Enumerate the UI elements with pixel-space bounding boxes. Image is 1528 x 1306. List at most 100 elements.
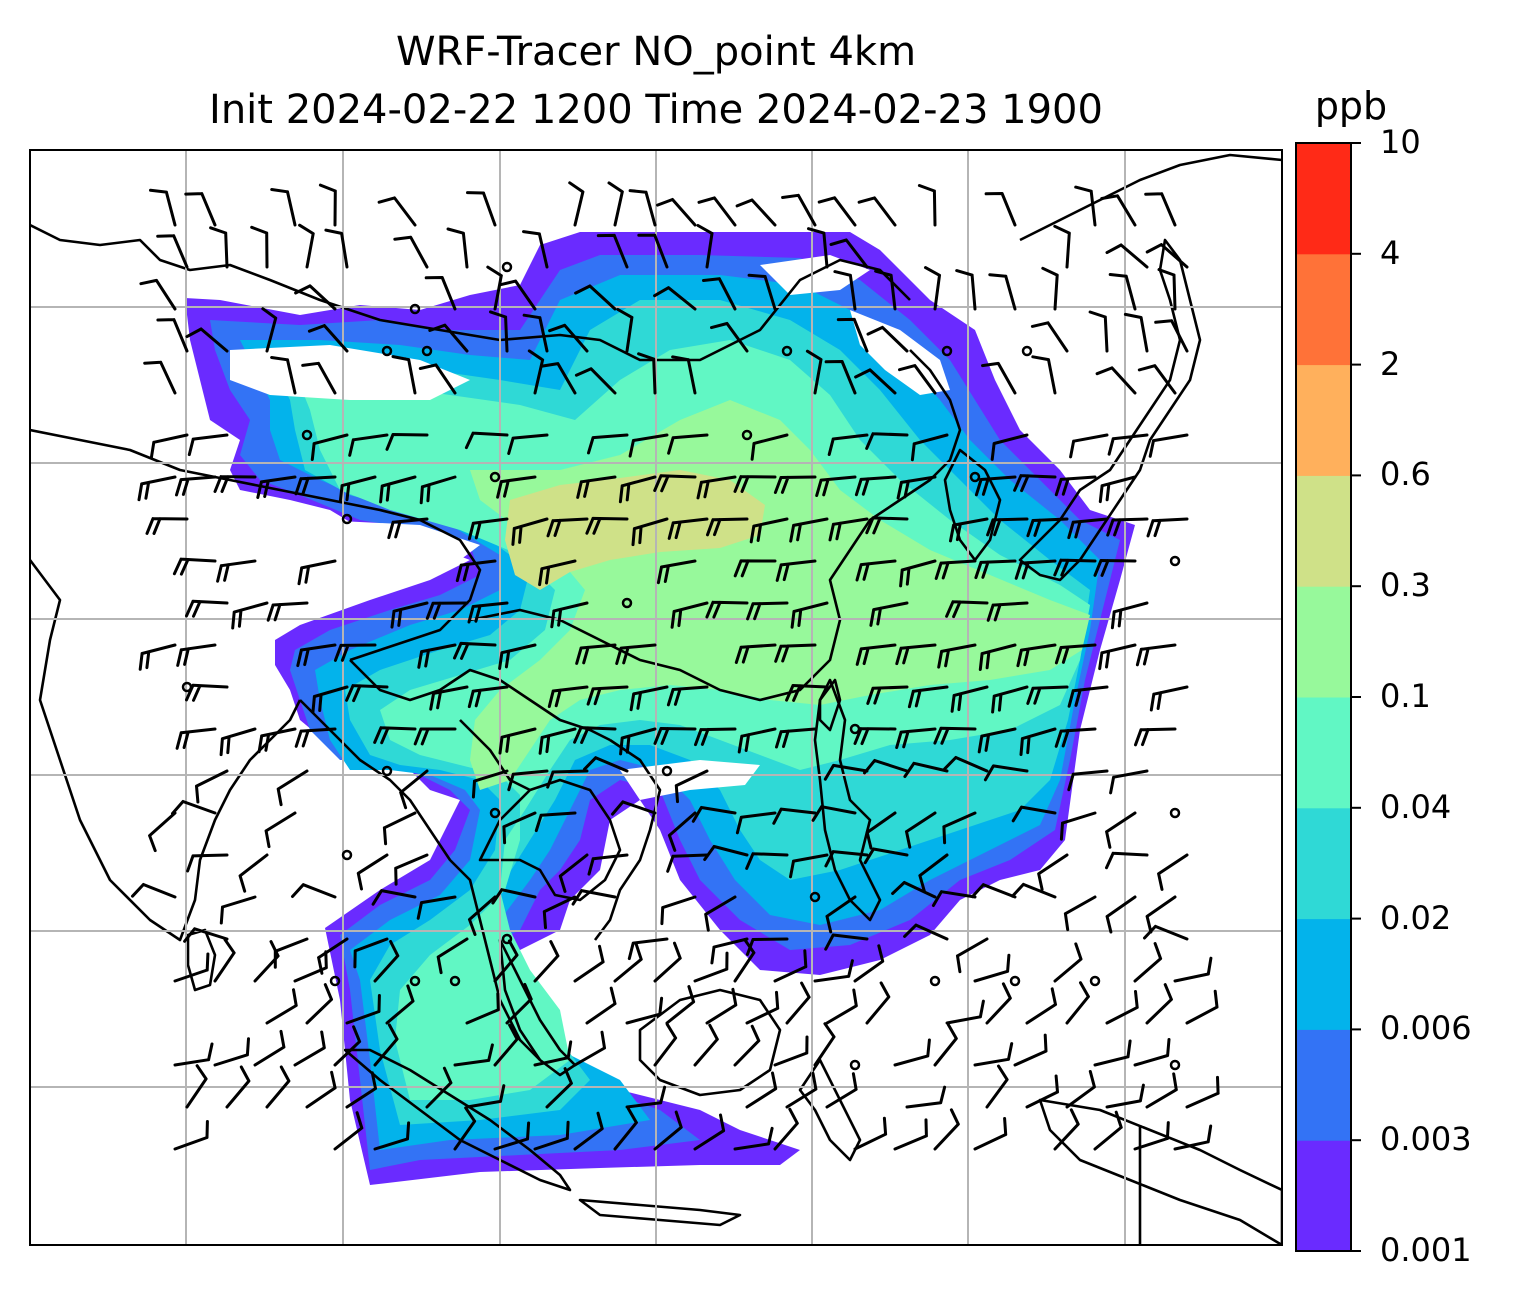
wind-barb (493, 939, 519, 983)
wind-barb (625, 996, 664, 1025)
wind-barb (1143, 924, 1189, 941)
wind-barb (1133, 942, 1163, 983)
wind-barb (1054, 475, 1097, 497)
wind-barb (348, 433, 389, 457)
wind-barb (538, 559, 577, 587)
wind-barb (693, 1113, 726, 1151)
wind-barb (429, 685, 469, 711)
wind-barb (498, 279, 537, 311)
colorbar-segment (1296, 253, 1351, 366)
wind-barb (1067, 517, 1109, 540)
wind-barb (1105, 990, 1139, 1025)
wind-barb (502, 811, 537, 845)
wind-barb (733, 1126, 774, 1151)
colorbar-segment (1296, 697, 1351, 809)
wind-barb (829, 238, 869, 269)
wind-barb (156, 234, 189, 269)
wind-barb (773, 1107, 799, 1151)
wind-barb (667, 517, 709, 540)
wind-barb (824, 933, 869, 951)
wind-barb (745, 852, 789, 870)
coastline-sumatra (343, 1048, 572, 1192)
wind-barb (216, 559, 257, 583)
wind-barb (250, 225, 269, 269)
wind-barb (184, 192, 217, 227)
wind-barb (693, 951, 729, 983)
border-china-mongolia (30, 223, 911, 362)
wind-barb (702, 277, 737, 311)
coastline-sulawesi (798, 1058, 862, 1162)
wind-barb (522, 230, 549, 269)
wind-barb (573, 1111, 604, 1151)
wind-barb (1157, 853, 1189, 891)
wind-barb (1145, 983, 1173, 1025)
wind-barb (693, 1023, 719, 1067)
wind-barb (978, 643, 1017, 671)
wind-barb (824, 850, 869, 868)
wind-barb (704, 895, 737, 932)
wind-barb (1133, 1038, 1171, 1067)
wind-barb (613, 942, 643, 983)
wind-calm-marker (501, 933, 513, 945)
wind-barb (931, 890, 977, 907)
wind-barb (697, 196, 737, 227)
colorbar-tick-label: 0.001 (1380, 1231, 1472, 1269)
wind-barb (393, 235, 429, 269)
wind-barb (988, 273, 1017, 311)
wind-barb (734, 643, 777, 664)
wind-calm-marker (781, 345, 793, 357)
wind-barb (238, 853, 269, 893)
wind-barb (540, 362, 577, 395)
wind-barb (467, 601, 509, 624)
wind-barb (533, 1120, 570, 1151)
wind-barb (813, 1022, 836, 1067)
wind-barb (373, 1121, 411, 1151)
coastline-sri-lanka (186, 928, 217, 992)
wind-barb (653, 286, 697, 311)
wind-barb (666, 853, 709, 873)
wind-barb (417, 643, 457, 669)
wind-barb (424, 276, 457, 311)
wind-barb (1054, 643, 1097, 665)
wind-barb (195, 769, 229, 804)
wind-barb (666, 685, 709, 707)
wind-barb (1011, 882, 1057, 899)
wind-barb (573, 726, 617, 744)
colorbar-tick-label: 0.003 (1380, 1120, 1472, 1159)
colorbar-segment (1296, 1140, 1351, 1252)
wind-barb (933, 1108, 960, 1151)
wind-barb (855, 559, 897, 582)
wind-calm-marker (661, 765, 673, 777)
wind-barb (1059, 811, 1097, 841)
wind-calm-marker (489, 807, 501, 819)
wind-barb (824, 360, 857, 395)
wind-barb (836, 317, 869, 353)
wind-barb (825, 988, 858, 1025)
wind-barb (373, 940, 400, 983)
wind-calm-marker (809, 891, 821, 903)
wind-barb (910, 433, 949, 462)
wind-calm-marker (621, 597, 633, 609)
wind-calm-marker (1169, 555, 1181, 567)
wind-barb (294, 284, 337, 311)
wind-barb (1133, 1121, 1170, 1151)
wind-barb (825, 1072, 858, 1109)
wind-calm-marker (1089, 975, 1101, 987)
wind-barb (573, 944, 605, 983)
wind-calm-marker (969, 471, 981, 483)
wind-barb (270, 188, 297, 227)
wind-barb (790, 601, 829, 629)
wind-barb (498, 643, 537, 670)
wind-barb (311, 685, 349, 714)
wind-barb (815, 475, 857, 497)
wind-barb (733, 475, 777, 493)
wind-barb (898, 364, 937, 395)
colorbar-tick-label: 0.006 (1380, 1009, 1472, 1048)
wind-barb (973, 1042, 1014, 1067)
wind-barb (298, 223, 315, 269)
wind-barb (805, 349, 823, 395)
wind-barb (917, 184, 937, 227)
wind-barb (568, 181, 585, 227)
wind-barb (413, 727, 457, 746)
wind-barb (619, 727, 657, 756)
